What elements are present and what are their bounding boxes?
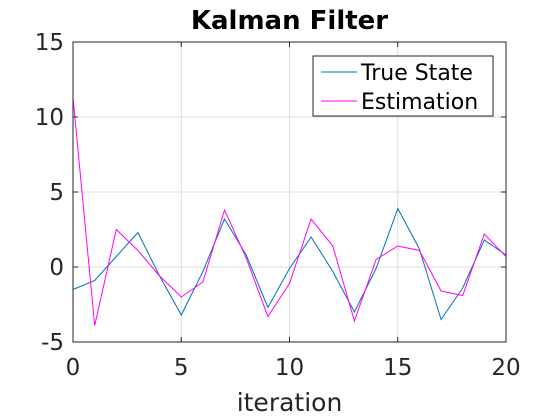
series-line-estimation	[72, 97, 507, 326]
x-tick-label: 0	[66, 355, 81, 381]
x-tick-label: 10	[275, 355, 304, 381]
series-lines	[72, 97, 507, 326]
x-axis-label: iteration	[237, 388, 343, 417]
ticks	[72, 41, 507, 343]
y-tick-label: 0	[49, 255, 64, 281]
legend-box	[312, 55, 494, 117]
chart-title: Kalman Filter	[191, 6, 388, 36]
x-tick-label: 5	[174, 355, 189, 381]
y-tick-label: 15	[35, 30, 64, 56]
y-tick-label: 10	[35, 105, 64, 131]
legend: True State Estimation	[312, 55, 494, 117]
x-tick-label: 20	[491, 355, 520, 381]
legend-label: Estimation	[361, 90, 478, 115]
x-tick-label: 15	[383, 355, 412, 381]
y-tick-label: 5	[49, 180, 64, 206]
legend-label: True State	[360, 61, 473, 86]
series-line-true-state	[72, 207, 507, 321]
y-tick-label: -5	[41, 330, 64, 356]
